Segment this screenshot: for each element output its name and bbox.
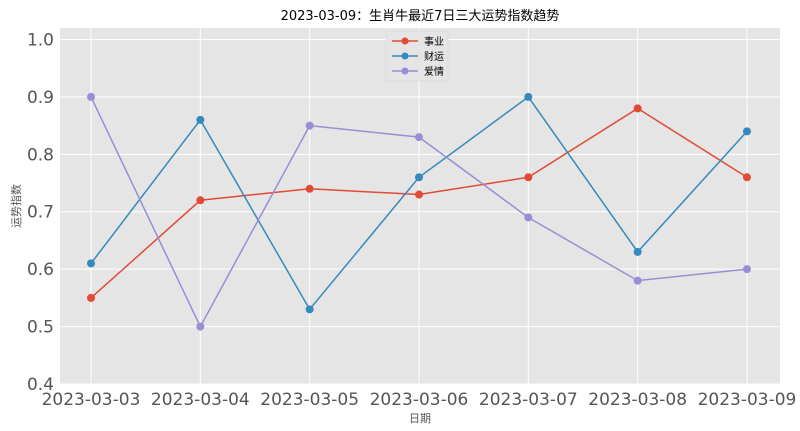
legend-label: 事业 (424, 35, 444, 48)
x-tick-label: 2023-03-08 (588, 390, 687, 410)
data-point (524, 92, 533, 101)
legend-label: 爱情 (424, 65, 444, 78)
chart-title: 2023-03-09：生肖牛最近7日三大运势指数趋势 (281, 8, 560, 24)
x-tick-label: 2023-03-09 (698, 390, 797, 410)
x-tick-label: 2023-03-04 (151, 390, 250, 410)
x-ticks: 2023-03-03 2023-03-04 2023-03-05 2023-03-06… (42, 390, 797, 410)
y-tick-label: 0.8 (27, 145, 54, 165)
data-point (742, 265, 751, 274)
y-tick-label: 0.5 (27, 318, 54, 338)
y-ticks: 0.4 0.5 0.6 0.7 0.8 0.9 1.0 (27, 30, 54, 395)
legend-marker (401, 37, 409, 45)
data-point (87, 293, 95, 302)
x-tick-label: 2023-03-05 (260, 390, 359, 410)
data-point (196, 115, 205, 124)
legend-label: 财运 (424, 50, 444, 63)
data-point (196, 196, 205, 205)
y-tick-label: 0.6 (27, 260, 54, 280)
data-point (633, 247, 642, 256)
y-tick-label: 0.7 (27, 203, 54, 223)
data-point (87, 259, 95, 268)
series-1 (87, 92, 751, 314)
data-point (633, 104, 642, 113)
data-point (305, 121, 314, 130)
plot-background (60, 28, 780, 384)
data-point (196, 322, 205, 331)
data-point (742, 127, 751, 136)
data-point (305, 305, 314, 314)
legend-marker (401, 52, 409, 60)
x-tick-label: 2023-03-06 (370, 390, 469, 410)
legend-marker (401, 67, 409, 75)
y-tick-label: 0.4 (27, 375, 54, 395)
x-tick-label: 2023-03-03 (42, 390, 141, 410)
gridlines (60, 28, 780, 385)
data-point (305, 184, 314, 193)
y-tick-label: 0.9 (27, 88, 54, 108)
data-point (524, 213, 533, 222)
x-tick-label: 2023-03-07 (479, 390, 578, 410)
data-point (414, 173, 423, 182)
y-tick-label: 1.0 (27, 30, 54, 50)
series-0 (87, 104, 751, 302)
data-point (414, 190, 423, 199)
data-point (742, 173, 751, 182)
y-axis-label: 运势指数 (9, 184, 23, 228)
data-point (524, 173, 533, 182)
data-point (87, 92, 95, 101)
data-point (633, 276, 642, 285)
series-2 (87, 92, 751, 331)
series-lines (87, 92, 751, 331)
data-point (414, 133, 423, 142)
x-axis-label: 日期 (409, 412, 431, 425)
